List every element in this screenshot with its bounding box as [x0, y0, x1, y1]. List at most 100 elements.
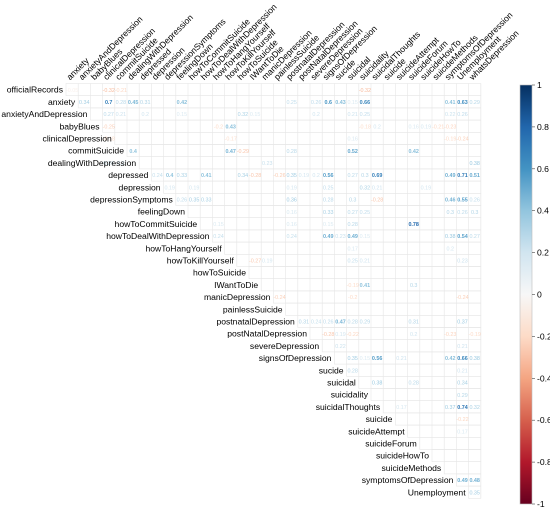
correlation-cell-value: 0.42	[408, 149, 419, 155]
correlation-cell-value: 0.26	[457, 112, 468, 118]
correlation-cell-value: 0.28	[116, 100, 127, 106]
correlation-cell-value: 0.33	[201, 198, 212, 204]
row-label: howToHangYourself	[145, 243, 222, 253]
correlation-cell-value: 0.21	[396, 356, 407, 362]
correlation-cell-value: 0.46	[445, 198, 456, 204]
correlation-cell-value: 0.42	[445, 356, 456, 362]
colorbar-tick-label: -0.6	[537, 415, 550, 425]
correlation-cell-value: 0.47	[335, 320, 346, 326]
correlation-cell-value: 0.38	[469, 356, 480, 362]
correlation-cell-value: 0.15	[323, 222, 334, 228]
colorbar-tick-label: 0	[537, 290, 542, 300]
correlation-cell-value: 0.26	[457, 210, 468, 216]
correlation-cell-value: -0.23	[444, 124, 456, 130]
colorbar-tick-label: 0.4	[537, 206, 549, 216]
matrix-grid	[65, 83, 482, 499]
correlation-cell-value: 0.4	[166, 173, 174, 179]
row-label: symptomsOfDepression	[362, 475, 454, 485]
correlation-cell-value: -0.19	[347, 283, 359, 289]
row-label: howToDealWithDepression	[106, 231, 209, 241]
correlation-cell-value: 0.16	[408, 124, 419, 130]
row-label: postNatalDepression	[227, 329, 307, 339]
colorbar-tick-label: 0.2	[537, 248, 549, 258]
row-label: suicideHowTo	[376, 451, 429, 461]
colorbar-tick-label: 0.6	[537, 164, 549, 174]
correlation-cell-value: -0.24	[273, 295, 285, 301]
correlation-cell-value: 0.34	[238, 173, 249, 179]
row-label: postnatalDepression	[216, 316, 295, 326]
correlation-cell-value: 0.28	[347, 222, 358, 228]
correlation-cell-value: 0.24	[213, 234, 224, 240]
correlation-cell-value: -0.28	[249, 173, 261, 179]
correlation-cell-value: 0.2	[312, 112, 320, 118]
row-label: suicideAttempt	[348, 426, 405, 436]
correlation-cell-value: 0.35	[469, 490, 480, 496]
correlation-cell-value: 0.21	[457, 344, 468, 350]
correlation-cell-value: 0.52	[347, 149, 358, 155]
row-label: depressionSymptoms	[90, 194, 173, 204]
row-label: howToSuicide	[193, 268, 246, 278]
correlation-cell-value: 0.2	[373, 124, 381, 130]
correlation-cell-value: 0.15	[360, 356, 371, 362]
correlation-cell-value: 0.25	[323, 185, 334, 191]
correlation-cell-value: 0.49	[347, 234, 358, 240]
correlation-cell-value: 0.37	[457, 320, 468, 326]
correlation-cell-value: 0.23	[262, 161, 273, 167]
row-label: signsOfDepression	[259, 353, 332, 363]
correlation-cell-value: 0.24	[311, 320, 322, 326]
row-label: officialRecords	[7, 85, 63, 95]
correlation-cell-value: 0.66	[360, 100, 371, 106]
correlation-cell-value: 0.56	[323, 173, 334, 179]
grid-row-outline	[199, 217, 482, 231]
grid-row-outline	[126, 144, 482, 157]
correlation-cell-value: 0.33	[323, 210, 334, 216]
correlation-cell-value: 0.15	[360, 234, 371, 240]
correlation-cell-value: 0.28	[347, 368, 358, 374]
correlation-cell-value: 0.63	[457, 100, 468, 106]
correlation-cell-value: 0.19	[286, 185, 297, 191]
correlation-cell-value: 0.19	[421, 185, 432, 191]
correlation-cell-value: 0.26	[323, 320, 334, 326]
correlation-cell-value: -0.32	[103, 88, 115, 94]
correlation-cell-value: 0.21	[347, 112, 358, 118]
grid-row-outline	[77, 95, 482, 109]
correlation-cell-value: 0.37	[445, 405, 456, 411]
row-label: feelingDown	[138, 207, 186, 217]
correlation-cell-value: 0.47	[225, 149, 236, 155]
correlation-cell-value: 0.31	[299, 320, 310, 326]
row-label: suicideForum	[365, 438, 417, 448]
correlation-cell-value: 0.2	[117, 161, 125, 167]
correlation-cell-value: -0.18	[359, 124, 371, 130]
correlation-cell-value: 0.21	[360, 259, 371, 265]
correlation-cell-value: -0.24	[456, 137, 468, 143]
correlation-cell-value: 0.32	[360, 185, 371, 191]
column-labels: anxietyanxietyAndDepressionbabyBluesclin…	[64, 2, 520, 83]
correlation-cell-value: 0.31	[408, 320, 419, 326]
colorbar-tick-label: 0.8	[537, 122, 549, 132]
row-label: howToKillYourself	[167, 255, 235, 265]
colorbar-tick-label: -0.2	[537, 331, 550, 341]
row-label: suicideMethods	[381, 463, 441, 473]
row-label: suicide	[366, 414, 393, 424]
correlation-cell-value: 0.54	[457, 234, 468, 240]
correlation-cell-value: 0.27	[347, 210, 358, 216]
correlation-cell-value: 0.2	[142, 112, 150, 118]
row-label: suicidality	[331, 390, 369, 400]
correlation-cell-value: -0.29	[237, 149, 249, 155]
correlation-cell-value: 0.24	[152, 173, 163, 179]
row-label: sucide	[319, 365, 344, 375]
grid-row-outline	[273, 290, 482, 304]
row-label: clinicalDepression	[43, 133, 112, 143]
correlation-cell-value: -0.21	[432, 124, 444, 130]
correlation-cell-value: 0.42	[177, 100, 188, 106]
row-label: suicidal	[327, 377, 356, 387]
correlation-cell-value: 0.45	[128, 100, 139, 106]
correlation-cell-value: 0.15	[250, 112, 261, 118]
correlation-cell-value: 0.55	[457, 198, 468, 204]
correlation-cell-value: 0.19	[262, 259, 273, 265]
correlation-cell-value: 0.4	[129, 149, 137, 155]
correlation-cell-value: 0.51	[469, 173, 480, 179]
row-labels: officialRecords anxiety anxietyAndDepressi…	[1, 85, 466, 498]
correlation-cell-value: 0.15	[347, 100, 358, 106]
